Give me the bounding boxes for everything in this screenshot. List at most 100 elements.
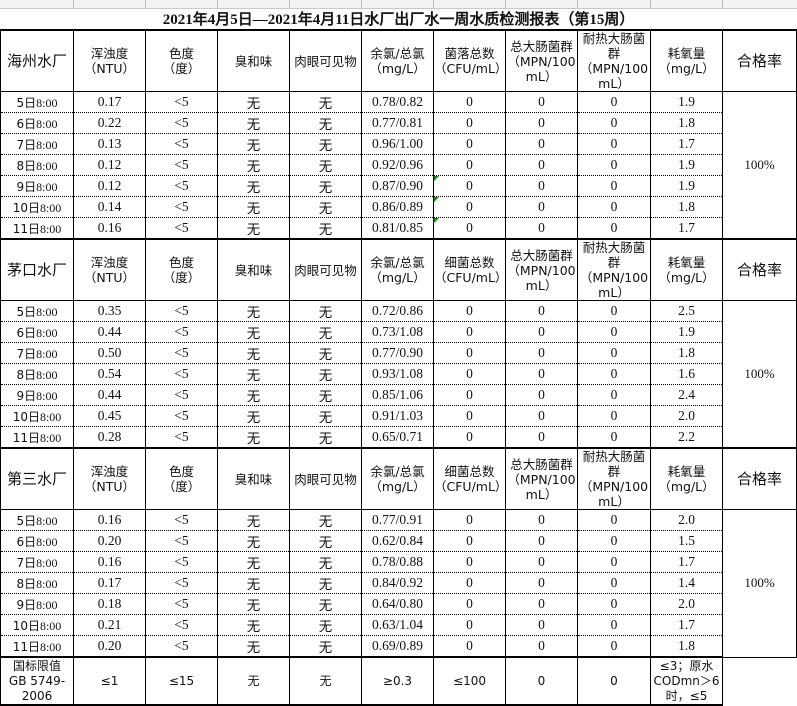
bacteria-cell[interactable]: 0 [433, 635, 506, 658]
color-cell[interactable]: <5 [145, 154, 218, 176]
thermo-coliform-cell[interactable]: 0 [577, 112, 651, 134]
odor-cell[interactable]: 无 [217, 133, 290, 155]
chlorine-cell[interactable]: 0.77/0.90 [361, 342, 434, 364]
visible-cell[interactable]: 无 [289, 614, 362, 636]
bacteria-cell[interactable]: 0 [433, 154, 506, 176]
odor-cell[interactable]: 无 [217, 551, 290, 573]
coliform-cell[interactable]: 0 [505, 426, 578, 449]
color-cell[interactable]: <5 [145, 363, 218, 385]
odor-cell[interactable]: 无 [217, 91, 290, 113]
thermo-coliform-cell[interactable]: 0 [577, 426, 651, 449]
chlorine-cell[interactable]: 0.86/0.89 [361, 196, 434, 218]
visible-cell[interactable]: 无 [289, 217, 362, 240]
turbidity-cell[interactable]: 0.12 [73, 154, 146, 176]
odor-cell[interactable]: 无 [217, 196, 290, 218]
turbidity-cell[interactable]: 0.22 [73, 112, 146, 134]
bacteria-cell[interactable]: 0 [433, 593, 506, 615]
coliform-cell[interactable]: 0 [505, 614, 578, 636]
chlorine-cell[interactable]: 0.78/0.88 [361, 551, 434, 573]
odor-cell[interactable]: 无 [217, 300, 290, 322]
coliform-cell[interactable]: 0 [505, 133, 578, 155]
header-pass-rate[interactable]: 合格率 [721, 29, 797, 92]
coliform-cell[interactable]: 0 [505, 635, 578, 658]
date-cell[interactable]: 7日8:00 [0, 551, 74, 573]
visible-cell[interactable]: 无 [289, 363, 362, 385]
chlorine-cell[interactable]: 0.77/0.91 [361, 509, 434, 531]
date-cell[interactable]: 11日8:00 [0, 635, 74, 658]
turbidity-cell[interactable]: 0.17 [73, 572, 146, 594]
limit-thermo[interactable]: 0 [577, 656, 651, 706]
thermo-coliform-cell[interactable]: 0 [577, 196, 651, 218]
coliform-cell[interactable]: 0 [505, 91, 578, 113]
thermo-coliform-cell[interactable]: 0 [577, 405, 651, 427]
thermo-coliform-cell[interactable]: 0 [577, 363, 651, 385]
thermo-coliform-cell[interactable]: 0 [577, 321, 651, 343]
visible-cell[interactable]: 无 [289, 342, 362, 364]
chlorine-cell[interactable]: 0.64/0.80 [361, 593, 434, 615]
bacteria-cell[interactable]: 0 [433, 530, 506, 552]
header-odor[interactable]: 臭和味 [217, 29, 290, 92]
visible-cell[interactable]: 无 [289, 91, 362, 113]
odor-cell[interactable]: 无 [217, 509, 290, 531]
chlorine-cell[interactable]: 0.73/1.08 [361, 321, 434, 343]
color-cell[interactable]: <5 [145, 342, 218, 364]
header-color[interactable]: 色度 （度） [145, 238, 218, 301]
color-cell[interactable]: <5 [145, 112, 218, 134]
limit-oxygen[interactable]: ≤3；原水 CODmn＞6 时，≤5 [650, 656, 723, 706]
thermo-coliform-cell[interactable]: 0 [577, 635, 651, 658]
date-cell[interactable]: 8日8:00 [0, 154, 74, 176]
odor-cell[interactable]: 无 [217, 154, 290, 176]
header-odor[interactable]: 臭和味 [217, 447, 290, 510]
header-turbidity[interactable]: 浑浊度 （NTU） [73, 29, 146, 92]
coliform-cell[interactable]: 0 [505, 217, 578, 240]
chlorine-cell[interactable]: 0.62/0.84 [361, 530, 434, 552]
color-cell[interactable]: <5 [145, 572, 218, 594]
chlorine-cell[interactable]: 0.96/1.00 [361, 133, 434, 155]
chlorine-cell[interactable]: 0.65/0.71 [361, 426, 434, 449]
turbidity-cell[interactable]: 0.18 [73, 593, 146, 615]
header-visible[interactable]: 肉眼可见物 [289, 447, 362, 510]
date-cell[interactable]: 10日8:00 [0, 405, 74, 427]
turbidity-cell[interactable]: 0.28 [73, 426, 146, 449]
odor-cell[interactable]: 无 [217, 614, 290, 636]
coliform-cell[interactable]: 0 [505, 572, 578, 594]
coliform-cell[interactable]: 0 [505, 509, 578, 531]
oxygen-cell[interactable]: 1.9 [650, 154, 723, 176]
oxygen-cell[interactable]: 1.4 [650, 572, 723, 594]
chlorine-cell[interactable]: 0.81/0.85 [361, 217, 434, 240]
header-visible[interactable]: 肉眼可见物 [289, 238, 362, 301]
oxygen-cell[interactable]: 2.0 [650, 405, 723, 427]
turbidity-cell[interactable]: 0.54 [73, 363, 146, 385]
header-thermo-coliform[interactable]: 耐热大肠菌群（MPN/100 mL） [577, 29, 651, 92]
color-cell[interactable]: <5 [145, 530, 218, 552]
chlorine-cell[interactable]: 0.84/0.92 [361, 572, 434, 594]
thermo-coliform-cell[interactable]: 0 [577, 614, 651, 636]
limit-visible[interactable]: 无 [289, 656, 362, 706]
chlorine-cell[interactable]: 0.78/0.82 [361, 91, 434, 113]
plant-name[interactable]: 茅口水厂 [0, 238, 74, 301]
visible-cell[interactable]: 无 [289, 551, 362, 573]
odor-cell[interactable]: 无 [217, 384, 290, 406]
chlorine-cell[interactable]: 0.69/0.89 [361, 635, 434, 658]
header-chlorine[interactable]: 余氯/总氯 （mg/L） [361, 238, 434, 301]
oxygen-cell[interactable]: 1.8 [650, 112, 723, 134]
oxygen-cell[interactable]: 1.8 [650, 196, 723, 218]
date-cell[interactable]: 5日8:00 [0, 91, 74, 113]
header-coliform[interactable]: 总大肠菌群 （MPN/100 mL） [505, 238, 578, 301]
header-oxygen[interactable]: 耗氧量 （mg/L） [650, 238, 723, 301]
thermo-coliform-cell[interactable]: 0 [577, 91, 651, 113]
coliform-cell[interactable]: 0 [505, 530, 578, 552]
thermo-coliform-cell[interactable]: 0 [577, 133, 651, 155]
header-oxygen[interactable]: 耗氧量 （mg/L） [650, 447, 723, 510]
oxygen-cell[interactable]: 2.0 [650, 593, 723, 615]
visible-cell[interactable]: 无 [289, 133, 362, 155]
visible-cell[interactable]: 无 [289, 112, 362, 134]
header-bacteria[interactable]: 菌落总数 （CFU/mL） [433, 29, 506, 92]
header-chlorine[interactable]: 余氯/总氯 （mg/L） [361, 447, 434, 510]
visible-cell[interactable]: 无 [289, 405, 362, 427]
visible-cell[interactable]: 无 [289, 426, 362, 449]
date-cell[interactable]: 5日8:00 [0, 300, 74, 322]
odor-cell[interactable]: 无 [217, 321, 290, 343]
coliform-cell[interactable]: 0 [505, 175, 578, 197]
header-oxygen[interactable]: 耗氧量 （mg/L） [650, 29, 723, 92]
